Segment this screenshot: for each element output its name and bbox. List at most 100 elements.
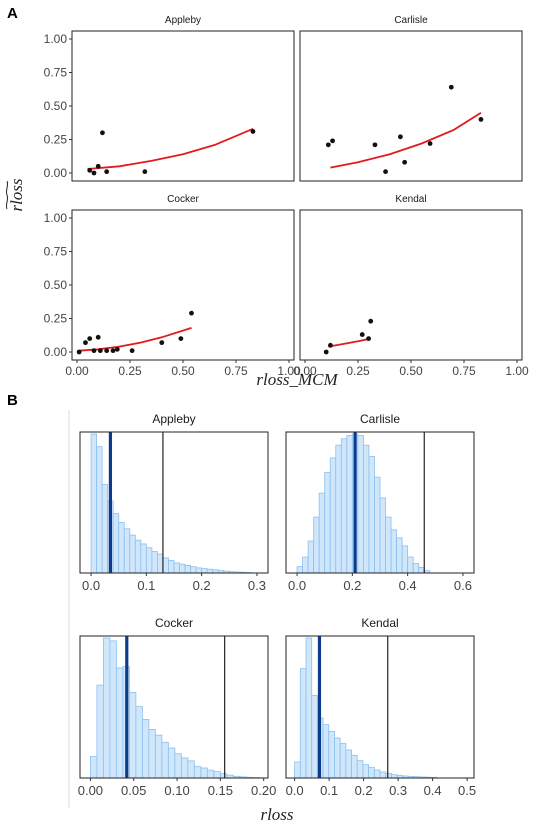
data-point — [104, 169, 110, 175]
histogram-bar — [340, 438, 348, 574]
data-point — [448, 84, 454, 90]
data-point — [178, 336, 184, 341]
hist-facet-cocker: Cocker 0.00 0.05 0.10 0.15 0.20 — [78, 616, 277, 798]
facet-title: Kendal — [361, 616, 398, 630]
x-tick-label: 0.75 — [224, 364, 248, 378]
x-tick-label: 0.6 — [454, 578, 472, 593]
histogram-bar — [151, 551, 158, 574]
histogram-bar — [206, 769, 215, 779]
histogram-bar — [101, 484, 109, 574]
y-tick-label: 0.75 — [44, 66, 68, 80]
y-tick-label: 0.00 — [44, 345, 68, 359]
data-point — [402, 159, 408, 165]
histogram-bar — [412, 563, 420, 574]
histogram-bar — [206, 568, 214, 574]
x-tick-label: 0.2 — [343, 578, 361, 593]
fit-line — [87, 127, 254, 170]
data-point — [398, 134, 403, 140]
histogram-bar — [129, 534, 136, 574]
histogram-bar — [102, 637, 111, 779]
histogram-bar — [385, 516, 392, 574]
data-point — [100, 130, 105, 136]
facet-frame — [79, 635, 269, 779]
histogram-bar — [346, 435, 353, 574]
x-axis-label: rloss — [260, 805, 293, 824]
histogram-bar — [96, 684, 104, 779]
histogram-bar — [135, 706, 143, 779]
x-tick-label: 0.2 — [355, 783, 373, 798]
histogram-bar — [373, 769, 381, 779]
x-tick-label: 0.0 — [286, 783, 304, 798]
histogram-bar — [184, 565, 191, 574]
hist-facet-carlisle: Carlisle 0.0 0.2 0.4 0.6 — [285, 412, 475, 593]
x-tick-label: 0.2 — [193, 578, 211, 593]
hist-facet-appleby: Appleby 0.0 0.1 0.2 0.3 — [79, 412, 269, 593]
panel-a-label: A — [7, 5, 18, 22]
data-point — [427, 141, 433, 146]
histogram-bar — [313, 516, 320, 574]
histogram-bar — [339, 742, 347, 779]
histogram-bar — [219, 773, 228, 779]
histogram-bar — [299, 668, 307, 779]
histogram-bar — [401, 545, 409, 574]
y-tick-label: 1.00 — [44, 32, 68, 46]
histogram-bar — [305, 637, 313, 779]
x-tick-label: 0.00 — [78, 783, 103, 798]
histogram-bar — [179, 563, 186, 574]
facet-title: Kendal — [395, 194, 426, 205]
facet-frame — [299, 30, 523, 182]
x-tick-label: 0.4 — [399, 578, 417, 593]
data-point — [95, 334, 101, 340]
histogram-bar — [296, 566, 303, 574]
x-tick-label: 0.50 — [171, 364, 195, 378]
histogram-bar — [109, 640, 117, 779]
x-tick-label: 1.00 — [277, 364, 301, 378]
facet-title: Carlisle — [360, 412, 400, 426]
y-axis-label: rloss — [7, 178, 26, 211]
histogram-bar — [324, 471, 331, 574]
histogram-bar — [112, 513, 120, 574]
x-tick-label: 0.15 — [208, 783, 233, 798]
histogram-bar — [368, 455, 375, 574]
facet-frame — [285, 635, 475, 779]
histogram-bar — [90, 433, 97, 574]
data-point — [325, 142, 331, 148]
histogram-bar — [123, 528, 131, 574]
histogram-bar — [311, 694, 318, 779]
facet-title: Appleby — [152, 412, 195, 426]
x-tick-label: 0.75 — [452, 364, 476, 378]
histogram-bar — [140, 543, 147, 574]
histogram-bar — [328, 730, 335, 779]
data-point — [110, 348, 116, 354]
y-axis-label-accent — [5, 180, 9, 210]
histogram-bar — [161, 741, 169, 779]
histogram-bar — [187, 760, 195, 779]
facet-carlisle: Carlisle — [299, 15, 523, 182]
facet-frame — [71, 30, 295, 182]
facet-frame — [79, 431, 269, 574]
histogram-bar — [162, 557, 169, 574]
data-point — [368, 318, 374, 324]
y-tick-label: 0.50 — [44, 99, 68, 113]
facet-title: Appleby — [165, 15, 201, 26]
fit-line — [330, 111, 482, 169]
data-point — [330, 138, 335, 144]
facet-title: Cocker — [167, 194, 199, 205]
histogram-bar — [193, 766, 202, 779]
data-point — [189, 310, 194, 316]
data-point — [114, 346, 120, 352]
data-point — [87, 336, 93, 341]
histogram-bar — [385, 772, 392, 779]
x-tick-label: 0.05 — [121, 783, 146, 798]
histogram-bar — [96, 446, 103, 574]
histogram-bar — [379, 771, 387, 779]
histogram-bar — [351, 754, 358, 779]
data-point — [372, 142, 378, 148]
facet-frame — [299, 209, 523, 361]
y-tick-label: 0.25 — [44, 312, 68, 326]
data-point — [383, 169, 388, 175]
facet-appleby: Appleby 0.00 0.25 0.50 0.75 1.00 — [44, 15, 295, 182]
x-tick-label: 0.3 — [389, 783, 407, 798]
x-tick-label: 0.25 — [118, 364, 142, 378]
